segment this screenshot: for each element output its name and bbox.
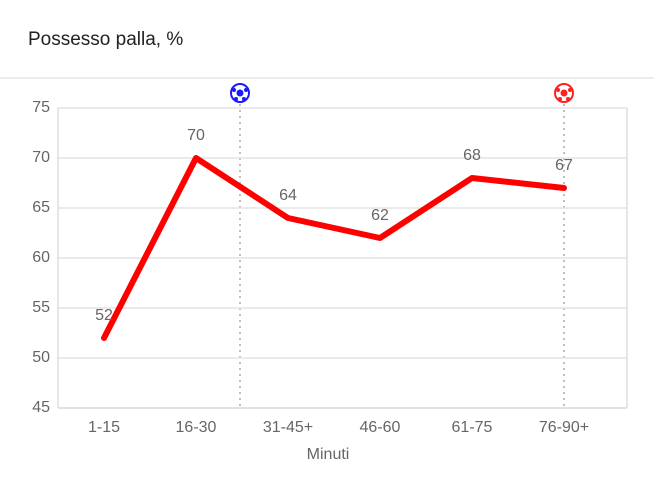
y-tick-label: 70 <box>32 149 50 166</box>
ball-icon <box>554 83 574 103</box>
x-tick-label: 1-15 <box>88 419 120 436</box>
x-tick-label: 16-30 <box>176 419 217 436</box>
x-tick-label: 46-60 <box>360 419 401 436</box>
data-label: 68 <box>463 147 481 164</box>
y-tick-label: 45 <box>32 399 50 416</box>
x-tick-label: 31-45+ <box>263 419 313 436</box>
y-tick-label: 60 <box>32 249 50 266</box>
chart-title: Possesso palla, % <box>28 29 183 50</box>
x-axis-label: Minuti <box>307 446 350 463</box>
ball-icon <box>230 83 250 103</box>
data-label: 62 <box>371 207 389 224</box>
x-tick-label: 76-90+ <box>539 419 589 436</box>
line <box>101 155 567 341</box>
y-tick-label: 65 <box>32 199 50 216</box>
data-label: 70 <box>187 127 205 144</box>
y-tick-label: 50 <box>32 349 50 366</box>
data-label: 52 <box>95 307 113 324</box>
y-tick-label: 75 <box>32 99 50 116</box>
data-label: 64 <box>279 187 297 204</box>
data-label: 67 <box>555 157 573 174</box>
x-tick-label: 61-75 <box>452 419 493 436</box>
y-tick-label: 55 <box>32 299 50 316</box>
